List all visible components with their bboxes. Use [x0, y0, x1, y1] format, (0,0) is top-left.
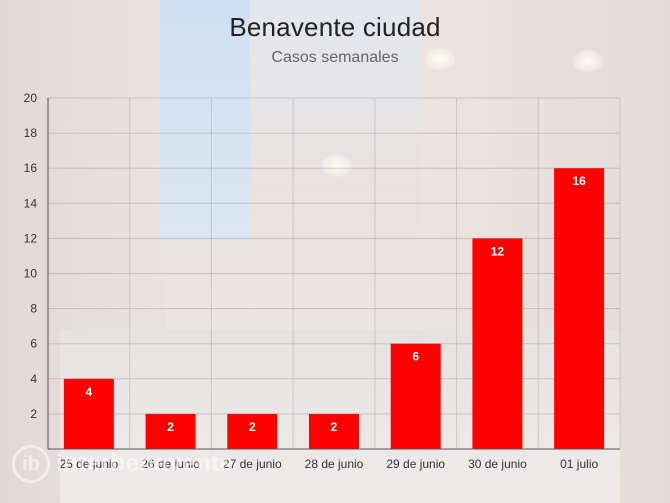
- data-label: 2: [249, 420, 256, 434]
- watermark: ib interbenavente: [12, 442, 312, 486]
- y-tick-label: 6: [30, 337, 37, 351]
- y-tick-label: 10: [24, 267, 38, 281]
- background-lamp: [322, 155, 352, 177]
- bar: [472, 238, 523, 449]
- y-tick-label: 12: [24, 231, 38, 245]
- x-tick-label: 25 de junio: [59, 457, 118, 471]
- bar: [554, 168, 605, 449]
- x-tick-label: 26 de junio: [141, 457, 200, 471]
- data-label: 12: [491, 244, 505, 258]
- bar: [145, 413, 196, 449]
- bar: [227, 413, 278, 449]
- x-tick-label: 28 de junio: [305, 457, 364, 471]
- background-sky: [160, 0, 250, 240]
- data-label: 4: [86, 385, 93, 399]
- data-label: 2: [167, 420, 174, 434]
- y-tick-label: 2: [30, 407, 37, 421]
- bar: [63, 378, 114, 449]
- data-label: 16: [572, 174, 586, 188]
- bar: [390, 343, 441, 449]
- chart-title: Benavente ciudad: [229, 12, 441, 42]
- x-tick-label: 27 de junio: [223, 457, 282, 471]
- data-label: 2: [331, 420, 338, 434]
- watermark-text: interbenavente: [56, 450, 234, 477]
- x-tick-label: 29 de junio: [386, 457, 445, 471]
- bar: [309, 413, 359, 449]
- y-tick-label: 14: [24, 196, 38, 210]
- background-lamp: [425, 48, 455, 70]
- x-tick-label: 01 julio: [560, 457, 598, 471]
- background-lamp: [573, 50, 603, 72]
- watermark-logo-icon: ib: [12, 445, 50, 483]
- y-tick-label: 8: [30, 302, 37, 316]
- y-tick-label: 20: [24, 91, 38, 105]
- y-tick-label: 4: [30, 372, 37, 386]
- x-tick-label: 30 de junio: [468, 457, 527, 471]
- data-label: 6: [412, 350, 419, 364]
- y-tick-label: 16: [24, 161, 38, 175]
- y-tick-label: 18: [24, 126, 38, 140]
- chart-subtitle: Casos semanales: [271, 49, 399, 66]
